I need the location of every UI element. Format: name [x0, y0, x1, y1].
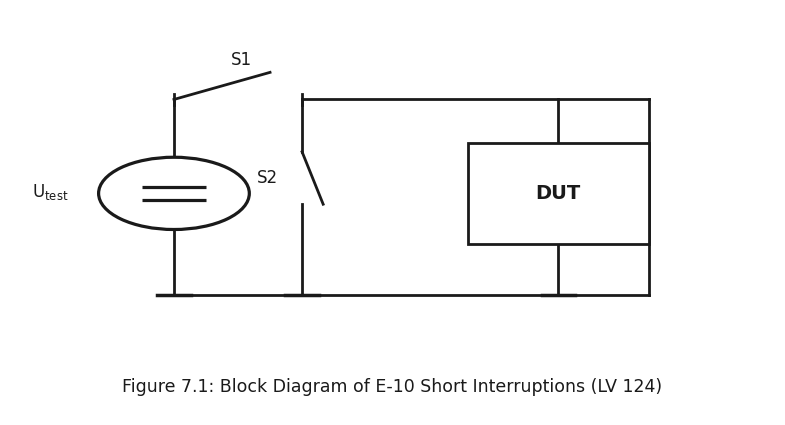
Ellipse shape — [99, 157, 250, 230]
Text: Figure 7.1: Block Diagram of E-10 Short Interruptions (LV 124): Figure 7.1: Block Diagram of E-10 Short … — [122, 377, 663, 396]
Text: S2: S2 — [257, 169, 278, 187]
Bar — [468, 143, 648, 244]
Text: DUT: DUT — [535, 184, 581, 203]
Text: U$_\mathregular{test}$: U$_\mathregular{test}$ — [32, 181, 68, 201]
Text: S1: S1 — [232, 51, 252, 69]
